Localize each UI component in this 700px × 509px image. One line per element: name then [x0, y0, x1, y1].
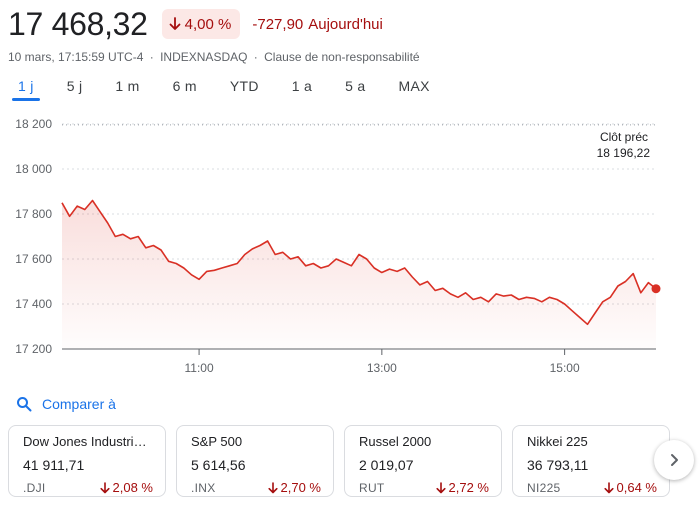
index-value: 36 793,11: [527, 457, 589, 473]
y-axis-labels: 18 200 18 000 17 800 17 600 17 400 17 200: [15, 117, 52, 356]
x-tick-label: 15:00: [550, 361, 580, 375]
index-change-value: 0,64 %: [616, 480, 657, 495]
x-tick-label: 11:00: [185, 361, 214, 375]
arrow-down-icon: [99, 481, 110, 493]
index-change: 2,70 %: [267, 480, 321, 495]
search-icon: [17, 397, 32, 412]
meta-separator: ·: [253, 50, 258, 64]
x-axis: 11:00 13:00 15:00: [62, 348, 656, 375]
chevron-right-icon: [671, 454, 678, 466]
tab-range-1y[interactable]: 1 a: [291, 78, 313, 94]
index-ticker: NI225: [527, 480, 561, 495]
y-tick-label: 18 000: [15, 162, 52, 176]
index-ticker: RUT: [359, 480, 385, 495]
exchange-name: INDEXNASDAQ: [160, 50, 248, 64]
index-change-value: 2,08 %: [112, 480, 153, 495]
compare-button[interactable]: Comparer à: [16, 396, 116, 412]
index-ticker: .INX: [191, 480, 216, 495]
index-name: S&P 500: [191, 434, 243, 449]
arrow-down-icon: [435, 481, 446, 493]
tab-range-1m[interactable]: 1 m: [115, 78, 140, 94]
timestamp: 10 mars, 17:15:59 UTC-4: [8, 50, 144, 64]
range-tabs: 1 j 5 j 1 m 6 m YTD 1 a 5 a MAX: [12, 74, 457, 101]
percent-change-value: 4,00 %: [184, 15, 232, 33]
y-tick-label: 17 400: [15, 297, 52, 311]
x-tick-label: 13:00: [367, 361, 397, 375]
prev-close-label: Clôt préc: [600, 130, 648, 144]
index-name: Dow Jones Industrial Average: [23, 434, 153, 449]
tab-range-5d[interactable]: 5 j: [66, 78, 83, 94]
y-tick-label: 17 800: [15, 207, 52, 221]
current-price-dot: [651, 284, 661, 294]
tab-range-5y[interactable]: 5 a: [345, 78, 366, 94]
price-line: [61, 199, 657, 326]
price-chart[interactable]: 18 200 18 000 17 800 17 600 17 400 17 200 11:…: [0, 110, 700, 380]
y-tick-label: 17 200: [15, 342, 52, 356]
arrow-down-icon: [267, 481, 278, 493]
related-indices: Dow Jones Industrial Average 41 911,71 .…: [8, 425, 680, 497]
index-value: 41 911,71: [23, 457, 85, 473]
tab-range-6m[interactable]: 6 m: [172, 78, 197, 94]
index-card[interactable]: Russel 2000 2 019,07 RUT 2,72 %: [344, 425, 502, 497]
index-card[interactable]: S&P 500 5 614,56 .INX 2,70 %: [176, 425, 334, 497]
prev-close-value: 18 196,22: [597, 146, 651, 160]
quote-header: 17 468,32 4,00 % -727,90 Aujourd'hui: [8, 4, 383, 44]
arrow-down-icon: [603, 481, 614, 493]
percent-change-badge: 4,00 %: [161, 9, 241, 39]
index-name: Russel 2000: [359, 434, 432, 449]
next-cards-button[interactable]: [654, 440, 694, 480]
index-ticker: .DJI: [23, 480, 46, 495]
index-name: Nikkei 225: [527, 434, 588, 449]
absolute-change-value: -727,90: [252, 15, 304, 33]
y-tick-label: 17 600: [15, 252, 52, 266]
index-value: 2 019,07: [359, 457, 414, 473]
index-change-value: 2,72 %: [448, 480, 489, 495]
meta-separator: ·: [149, 50, 154, 64]
period-label: Aujourd'hui: [308, 15, 383, 33]
arrow-down-icon: [169, 17, 181, 30]
absolute-change: -727,90 Aujourd'hui: [252, 16, 382, 33]
compare-label: Comparer à: [42, 396, 116, 412]
index-card[interactable]: Nikkei 225 36 793,11 NI225 0,64 %: [512, 425, 670, 497]
current-price: 17 468,32: [8, 6, 148, 42]
tab-range-1d[interactable]: 1 j: [12, 74, 40, 101]
quote-meta: 10 mars, 17:15:59 UTC-4 · INDEXNASDAQ · …: [8, 50, 420, 64]
index-change: 2,72 %: [435, 480, 489, 495]
index-value: 5 614,56: [191, 457, 246, 473]
tab-range-ytd[interactable]: YTD: [229, 78, 259, 94]
index-change-value: 2,70 %: [280, 480, 321, 495]
disclaimer-link[interactable]: Clause de non-responsabilité: [264, 50, 420, 64]
index-change: 2,08 %: [99, 480, 153, 495]
index-change: 0,64 %: [603, 480, 657, 495]
price-area-fill: [62, 200, 656, 349]
index-card[interactable]: Dow Jones Industrial Average 41 911,71 .…: [8, 425, 166, 497]
tab-range-max[interactable]: MAX: [398, 78, 430, 94]
y-tick-label: 18 200: [15, 117, 52, 131]
